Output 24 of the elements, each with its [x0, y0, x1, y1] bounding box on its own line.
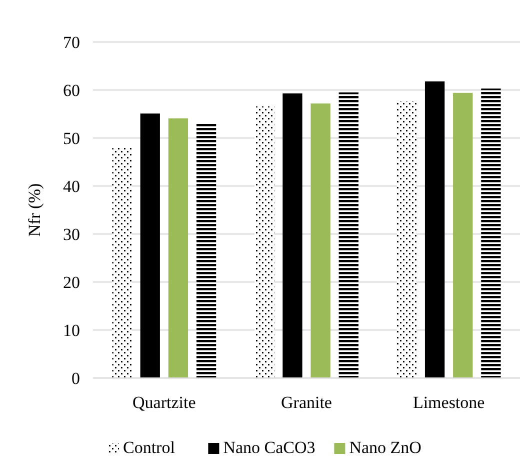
legend-label: Control: [123, 438, 176, 457]
y-tick-label: 40: [63, 176, 80, 196]
x-tick-label: Granite: [281, 393, 332, 412]
bar: [338, 92, 358, 378]
bar: [310, 103, 330, 378]
y-tick-label: 20: [63, 272, 80, 292]
y-tick-label: 50: [63, 128, 80, 148]
y-tick-label: 70: [63, 32, 80, 52]
x-tick-label: Quartzite: [132, 393, 196, 412]
x-tick-label: Limestone: [412, 393, 485, 412]
bar: [196, 123, 216, 378]
legend-label: Nano CaCO3: [223, 438, 316, 457]
y-tick-label: 30: [63, 224, 80, 244]
y-tick-label: 0: [72, 368, 80, 388]
bar: [453, 92, 473, 378]
bar: [140, 114, 160, 378]
y-tick-label: 10: [63, 320, 80, 340]
bar: [168, 118, 188, 378]
bar: [481, 88, 501, 378]
legend-label: Nano ZnO: [349, 438, 422, 457]
bar: [424, 81, 445, 378]
y-axis-title: Nfr (%): [25, 183, 44, 237]
y-tick-label: 60: [63, 80, 80, 100]
bar: [282, 93, 302, 378]
